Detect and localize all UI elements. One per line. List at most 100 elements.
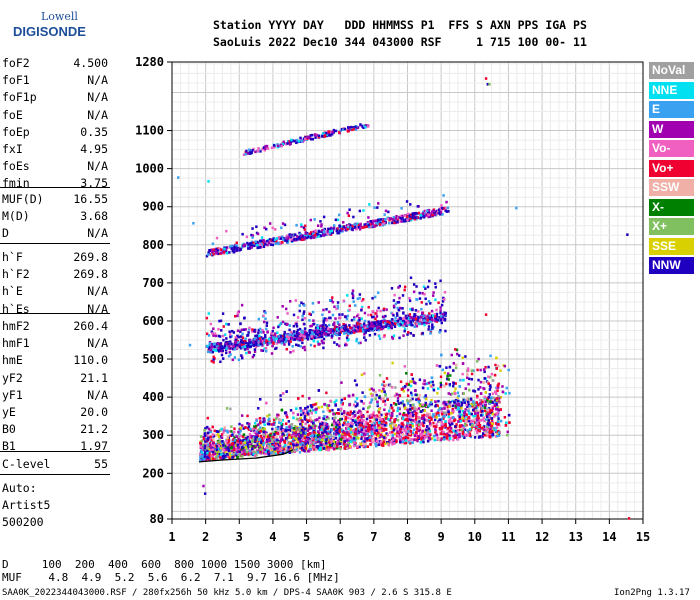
echo-point [355,397,359,400]
echo-point [206,350,210,354]
echo-point [225,439,229,443]
echo-point [326,406,330,410]
echo-point [407,417,410,421]
echo-point [304,422,307,426]
echo-point [466,367,470,371]
echo-point [255,449,259,452]
echo-point [351,438,354,442]
echo-point [488,402,491,405]
echo-point [411,441,414,444]
echo-point [489,385,492,389]
echo-point [310,405,313,409]
param-row-c-level: C-level 55 [2,456,108,472]
echo-point [334,325,337,329]
echo-point [359,430,363,433]
echo-point [259,439,263,443]
echo-point [355,383,358,387]
echo-point [463,424,466,428]
echo-point [402,417,405,420]
echo-point [314,408,317,412]
echo-point [418,404,422,407]
echo-point [230,452,234,456]
echo-point [382,422,386,426]
echo-point [319,438,323,442]
echo-point [304,431,307,435]
echo-point [250,429,253,432]
echo-point [249,440,253,444]
echo-point [418,420,421,423]
echo-point [332,427,336,431]
echo-point [368,424,372,427]
param-label: foF2 [2,56,30,70]
echo-point [490,427,493,431]
echo-point [406,320,410,323]
echo-point [309,439,312,443]
echo-point [384,436,388,440]
echo-point [273,433,276,436]
echo-point [322,410,325,414]
echo-point [234,449,237,453]
echo-point [467,409,470,413]
echo-point [382,380,386,384]
echo-point [413,434,417,437]
echo-point [463,401,466,405]
echo-point [206,431,210,435]
echo-point [322,346,325,350]
echo-point [342,411,346,415]
echo-point [489,375,492,379]
echo-point [257,331,260,335]
echo-point [439,309,442,312]
y-tick-label: 800 [142,238,164,252]
echo-point [248,436,251,440]
echo-point [323,422,326,425]
echo-point [288,441,291,445]
echo-point [377,291,380,294]
echo-point [221,447,225,451]
echo-point [443,371,446,375]
echo-point [217,334,220,338]
echo-point [206,446,209,449]
echo-point [448,418,452,422]
echo-point [242,433,246,437]
echo-point [311,310,315,314]
echo-point [352,435,356,438]
echo-point [244,426,247,429]
echo-point [489,354,492,358]
echo-point [349,431,353,434]
echo-point [323,415,326,418]
echo-point [469,423,472,426]
echo-point [495,397,499,400]
echo-point [345,423,349,426]
echo-point [344,430,348,434]
echo-point [492,428,495,432]
echo-point [241,443,244,446]
echo-point [422,421,426,424]
echo-point [352,415,356,419]
echo-point [483,409,487,413]
echo-point [434,400,437,403]
echo-point [372,439,375,443]
echo-point [468,434,472,437]
echo-point [499,369,502,372]
echo-point [495,413,499,416]
echo-point [356,297,359,301]
param-row-hf: h`F 269.8 [2,249,108,265]
echo-point [508,391,511,395]
echo-point [443,317,447,321]
echo-point [223,449,226,452]
echo-point [351,296,355,300]
echo-point [225,407,229,410]
echo-point [487,396,491,399]
echo-point [445,401,449,404]
param-row-hf2: h`F2 269.8 [2,266,108,282]
echo-point [482,368,486,371]
echo-point [440,437,443,440]
echo-point [380,413,383,417]
echo-point [411,413,415,417]
echo-point [444,420,447,423]
echo-point [407,411,410,415]
echo-point [397,402,401,405]
echo-point [207,454,211,457]
echo-point [405,426,409,430]
echo-point [466,397,469,401]
